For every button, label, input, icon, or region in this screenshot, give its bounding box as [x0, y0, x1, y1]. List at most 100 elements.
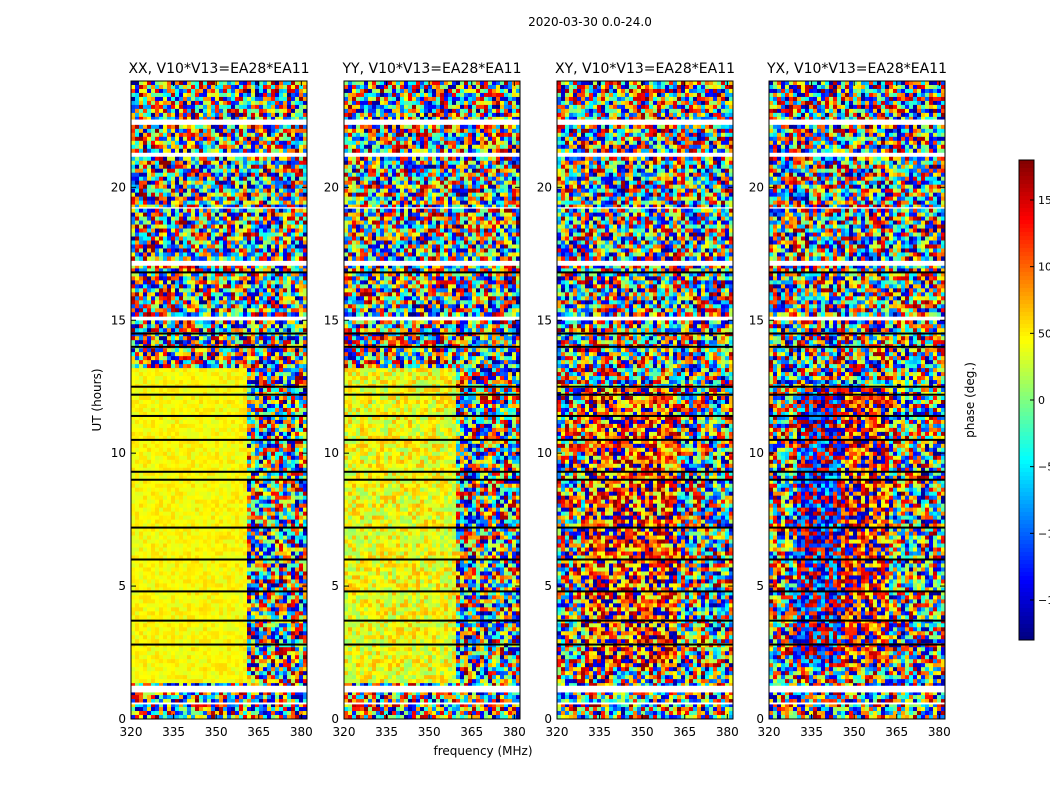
- colorbar-segment: [1019, 576, 1034, 581]
- colorbar-segment: [1019, 400, 1034, 405]
- colorbar-segment: [1019, 500, 1034, 505]
- colorbar-segment: [1019, 444, 1034, 449]
- colorbar-segment: [1019, 180, 1034, 185]
- colorbar-segment: [1019, 212, 1034, 217]
- colorbar-segment: [1019, 204, 1034, 209]
- colorbar-segment: [1019, 600, 1034, 605]
- colorbar-segment: [1019, 552, 1034, 557]
- colorbar-segment: [1019, 492, 1034, 497]
- colorbar-segment: [1019, 416, 1034, 421]
- colorbar-segment: [1019, 172, 1034, 177]
- colorbar-segment: [1019, 504, 1034, 509]
- x-tick-label: 350: [843, 725, 866, 739]
- colorbar-segment: [1019, 224, 1034, 229]
- colorbar-segment: [1019, 440, 1034, 445]
- colorbar-segment: [1019, 376, 1034, 381]
- colorbar-tick-label: 50: [1038, 327, 1050, 340]
- colorbar-segment: [1019, 360, 1034, 365]
- colorbar-segment: [1019, 256, 1034, 261]
- y-tick-label: 5: [544, 579, 552, 593]
- colorbar-tick-label: 150: [1038, 194, 1050, 207]
- colorbar-segment: [1019, 280, 1034, 285]
- colorbar-segment: [1019, 184, 1034, 189]
- colorbar-segment: [1019, 168, 1034, 173]
- y-tick-label: 5: [756, 579, 764, 593]
- x-tick-label: 335: [588, 725, 611, 739]
- colorbar-segment: [1019, 528, 1034, 533]
- colorbar-segment: [1019, 248, 1034, 253]
- colorbar-segment: [1019, 568, 1034, 573]
- colorbar-segment: [1019, 228, 1034, 233]
- y-tick-label: 15: [749, 313, 764, 327]
- heatmap-cells: [344, 81, 520, 719]
- colorbar: 150100500−50−100−150phase (deg.): [963, 160, 1050, 641]
- colorbar-segment: [1019, 316, 1034, 321]
- colorbar-segment: [1019, 484, 1034, 489]
- colorbar-segment: [1019, 436, 1034, 441]
- colorbar-segment: [1019, 240, 1034, 245]
- colorbar-segment: [1019, 468, 1034, 473]
- colorbar-segment: [1019, 356, 1034, 361]
- y-tick-label: 15: [324, 313, 339, 327]
- colorbar-segment: [1019, 428, 1034, 433]
- colorbar-segment: [1019, 344, 1034, 349]
- y-tick-label: 5: [331, 579, 339, 593]
- y-tick-label: 10: [324, 446, 339, 460]
- heatmap-cells: [557, 81, 733, 719]
- y-tick-label: 20: [537, 180, 552, 194]
- x-tick-label: 320: [758, 725, 781, 739]
- colorbar-segment: [1019, 288, 1034, 293]
- x-tick-label: 380: [503, 725, 526, 739]
- x-tick-label: 350: [205, 725, 228, 739]
- y-tick-label: 0: [118, 712, 126, 726]
- x-tick-label: 320: [546, 725, 569, 739]
- colorbar-segment: [1019, 424, 1034, 429]
- colorbar-segment: [1019, 508, 1034, 513]
- x-tick-label: 335: [375, 725, 398, 739]
- colorbar-segment: [1019, 476, 1034, 481]
- colorbar-segment: [1019, 260, 1034, 265]
- colorbar-segment: [1019, 388, 1034, 393]
- colorbar-segment: [1019, 540, 1034, 545]
- panel-title: YY, V10*V13=EA28*EA11: [342, 61, 522, 77]
- colorbar-label: phase (deg.): [963, 362, 977, 438]
- panel-title: YX, V10*V13=EA28*EA11: [766, 61, 947, 77]
- colorbar-tick-label: 0: [1038, 394, 1045, 407]
- colorbar-segment: [1019, 392, 1034, 397]
- colorbar-segment: [1019, 372, 1034, 377]
- x-tick-label: 365: [247, 725, 270, 739]
- x-tick-label: 380: [928, 725, 951, 739]
- colorbar-segment: [1019, 448, 1034, 453]
- colorbar-segment: [1019, 308, 1034, 313]
- colorbar-tick-label: −150: [1038, 594, 1050, 607]
- colorbar-tick-label: −100: [1038, 527, 1050, 540]
- y-tick-label: 10: [537, 446, 552, 460]
- colorbar-segment: [1019, 216, 1034, 221]
- colorbar-segment: [1019, 620, 1034, 625]
- heatmap-cells: [769, 81, 945, 719]
- colorbar-segment: [1019, 432, 1034, 437]
- colorbar-segment: [1019, 380, 1034, 385]
- colorbar-segment: [1019, 364, 1034, 369]
- colorbar-segment: [1019, 208, 1034, 213]
- colorbar-segment: [1019, 512, 1034, 517]
- x-tick-label: 350: [418, 725, 441, 739]
- y-tick-label: 20: [749, 180, 764, 194]
- colorbar-segment: [1019, 580, 1034, 585]
- y-tick-label: 15: [111, 313, 126, 327]
- colorbar-segment: [1019, 284, 1034, 289]
- colorbar-segment: [1019, 632, 1034, 637]
- x-tick-label: 380: [716, 725, 739, 739]
- colorbar-tick-label: −50: [1038, 461, 1050, 474]
- colorbar-segment: [1019, 324, 1034, 329]
- x-tick-label: 320: [333, 725, 356, 739]
- phase-waterfall-figure: 2020-03-30 0.0-24.0 XX, V10*V13=EA28*EA1…: [0, 0, 1050, 800]
- colorbar-segment: [1019, 536, 1034, 541]
- x-tick-label: 335: [800, 725, 823, 739]
- y-tick-label: 20: [324, 180, 339, 194]
- colorbar-segment: [1019, 560, 1034, 565]
- colorbar-segment: [1019, 408, 1034, 413]
- colorbar-segment: [1019, 404, 1034, 409]
- colorbar-segment: [1019, 332, 1034, 337]
